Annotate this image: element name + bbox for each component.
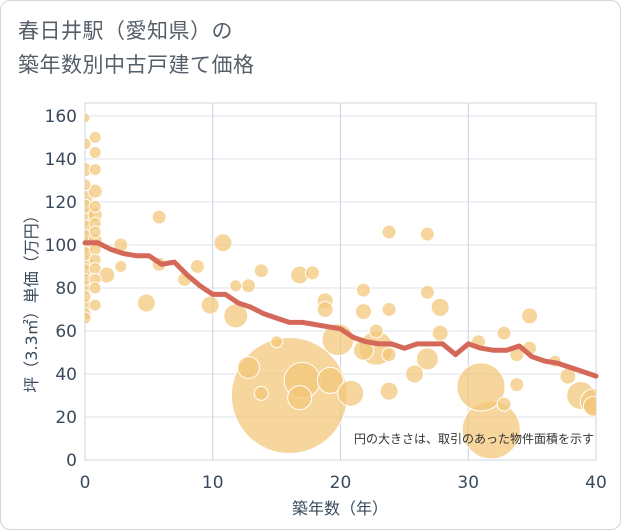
trend-layer [82,240,599,379]
data-point [431,324,449,342]
data-point [88,225,102,239]
data-point [582,395,596,417]
data-point [85,290,92,304]
data-point [456,362,506,412]
y-axis-label: 坪（3.3㎡）単価（万円） [22,207,41,392]
y-tick-label: 60 [55,322,77,342]
data-point [496,325,512,341]
x-axis-label: 築年数（年） [292,499,388,518]
tick-labels: 0 20 40 60 80 100 120 140 160 0 10 20 30 40 [45,107,607,493]
data-point [509,377,525,393]
data-point [114,259,128,273]
data-point [241,278,257,294]
y-tick-label: 80 [55,279,77,299]
data-point [200,295,220,315]
chart-title: 春日井駅（愛知県）の 築年数別中古戸建て価格 [18,14,255,82]
data-point [88,199,102,213]
data-point [85,137,92,151]
data-point [337,379,365,407]
data-point [430,297,450,317]
data-point [419,284,435,300]
data-point [354,303,372,321]
data-point [88,163,102,177]
data-point [287,385,313,411]
data-point [405,364,425,384]
bubbles-layer [85,112,596,460]
x-tick-label: 30 [457,473,479,493]
data-point [213,233,233,253]
data-point [496,396,512,412]
size-note: 円の大きさは、取引のあった物件面積を示す [354,431,594,446]
data-point [189,258,205,274]
data-point [253,385,269,401]
y-tick-label: 100 [45,236,77,256]
data-point [415,347,439,371]
data-point [237,356,261,380]
data-point [270,335,284,349]
y-tick-label: 120 [45,193,77,213]
data-point [304,265,320,281]
data-point [381,301,397,317]
data-point [85,112,91,124]
data-point [379,381,399,401]
data-point [381,347,397,363]
data-point [88,281,102,295]
x-tick-label: 20 [330,473,352,493]
data-point [136,293,156,313]
data-point [88,298,102,312]
average-price-line [82,240,599,379]
data-point [355,282,371,298]
data-point [87,183,103,199]
data-point [85,178,92,192]
x-tick-label: 0 [80,473,91,493]
x-tick-label: 10 [202,473,224,493]
y-tick-label: 20 [55,408,77,428]
x-tick-label: 40 [585,473,607,493]
data-point [316,366,344,394]
title-line-2: 築年数別中古戸建て価格 [18,53,255,77]
data-point [381,224,397,240]
data-point [368,323,384,339]
data-point [229,279,243,293]
data-point [461,400,521,460]
y-tick-label: 0 [66,451,77,471]
y-tick-label: 160 [45,107,77,127]
data-point [151,209,167,225]
data-point [85,311,92,325]
data-point [419,226,435,242]
data-point [88,145,102,159]
data-point [253,263,269,279]
data-point [88,130,102,144]
data-point [316,300,334,318]
data-point [521,307,539,325]
title-line-1: 春日井駅（愛知県）の [18,19,233,43]
y-tick-label: 40 [55,365,77,385]
y-tick-label: 140 [45,150,77,170]
data-point [88,262,102,276]
